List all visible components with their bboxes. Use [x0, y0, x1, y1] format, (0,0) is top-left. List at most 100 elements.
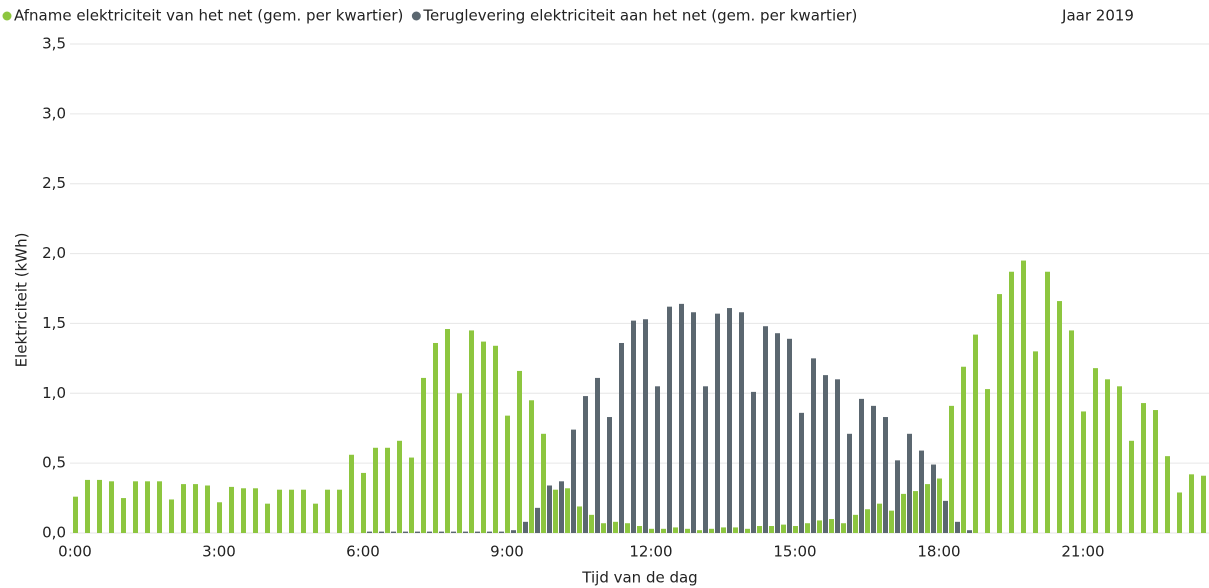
bar — [253, 488, 258, 533]
bar — [1201, 475, 1206, 533]
bar — [121, 498, 126, 533]
x-tick-label: 6:00 — [346, 543, 380, 561]
bar — [769, 526, 774, 533]
bar — [1129, 440, 1134, 533]
bar — [631, 320, 636, 533]
bar — [673, 527, 678, 533]
bar — [985, 389, 990, 533]
bar — [949, 405, 954, 533]
y-tick-label: 2,5 — [42, 174, 66, 192]
bar — [313, 503, 318, 533]
bar — [469, 330, 474, 533]
bar — [535, 507, 540, 533]
bar — [709, 528, 714, 533]
bar — [613, 521, 618, 533]
bar — [901, 493, 906, 533]
bar — [757, 526, 762, 533]
bar — [583, 396, 588, 533]
bar — [871, 405, 876, 533]
bar — [85, 479, 90, 533]
y-tick-label: 2,0 — [42, 244, 66, 262]
bar — [277, 489, 282, 533]
bar — [229, 486, 234, 533]
bar — [745, 528, 750, 533]
bar — [109, 481, 114, 533]
x-tick-label: 9:00 — [490, 543, 524, 561]
bar — [421, 377, 426, 533]
bar — [685, 528, 690, 533]
bar — [565, 488, 570, 533]
bar — [655, 386, 660, 533]
y-tick-label: 1,5 — [42, 314, 66, 332]
bar — [877, 503, 882, 533]
bar — [133, 481, 138, 533]
bar — [751, 391, 756, 533]
bar — [493, 345, 498, 533]
bar — [457, 393, 462, 533]
bar — [241, 488, 246, 533]
bar — [481, 341, 486, 533]
bar — [907, 433, 912, 533]
bar — [715, 313, 720, 533]
bar — [439, 531, 444, 533]
bar — [1141, 403, 1146, 533]
bar — [433, 342, 438, 533]
bar — [157, 481, 162, 533]
bar — [829, 519, 834, 533]
x-tick-label: 0:00 — [58, 543, 92, 561]
bar — [883, 417, 888, 533]
bar — [919, 450, 924, 533]
bar — [781, 524, 786, 533]
bar — [523, 521, 528, 533]
bar — [895, 460, 900, 533]
bar — [793, 526, 798, 533]
bar — [349, 454, 354, 533]
annotation: Jaar 2019 — [1061, 7, 1134, 25]
bar — [397, 440, 402, 533]
bar — [367, 531, 372, 533]
bar — [361, 472, 366, 533]
bar — [1057, 301, 1062, 533]
bar — [1165, 456, 1170, 533]
legend-label: Teruglevering elektriciteit aan het net … — [422, 7, 857, 25]
x-tick-label: 18:00 — [917, 543, 960, 561]
bar — [925, 484, 930, 533]
bar — [937, 478, 942, 533]
bar — [511, 530, 516, 533]
bar — [1009, 271, 1014, 533]
bar — [517, 370, 522, 533]
bar — [373, 447, 378, 533]
bar — [217, 502, 222, 533]
bar — [1045, 271, 1050, 533]
bar — [415, 531, 420, 533]
bar — [169, 499, 174, 533]
bar — [973, 334, 978, 533]
bar — [643, 319, 648, 533]
bar — [595, 377, 600, 533]
bar — [625, 523, 630, 533]
bar — [679, 303, 684, 533]
legend-label: Afname elektriciteit van het net (gem. p… — [14, 7, 403, 25]
bar — [961, 366, 966, 533]
bar — [451, 531, 456, 533]
bar — [445, 329, 450, 533]
bar — [265, 503, 270, 533]
bar — [1177, 492, 1182, 533]
bar — [805, 523, 810, 533]
bar — [475, 531, 480, 533]
bar — [73, 496, 78, 533]
bar — [193, 484, 198, 533]
x-tick-label: 21:00 — [1061, 543, 1104, 561]
bar — [1021, 260, 1026, 533]
bar — [385, 447, 390, 533]
bar — [427, 531, 432, 533]
y-tick-label: 3,0 — [42, 104, 66, 122]
bar — [301, 489, 306, 533]
bar — [589, 514, 594, 533]
bar — [967, 530, 972, 533]
bar — [1153, 410, 1158, 533]
bar — [1069, 330, 1074, 533]
bar — [553, 489, 558, 533]
bar — [649, 528, 654, 533]
x-tick-label: 3:00 — [202, 543, 236, 561]
